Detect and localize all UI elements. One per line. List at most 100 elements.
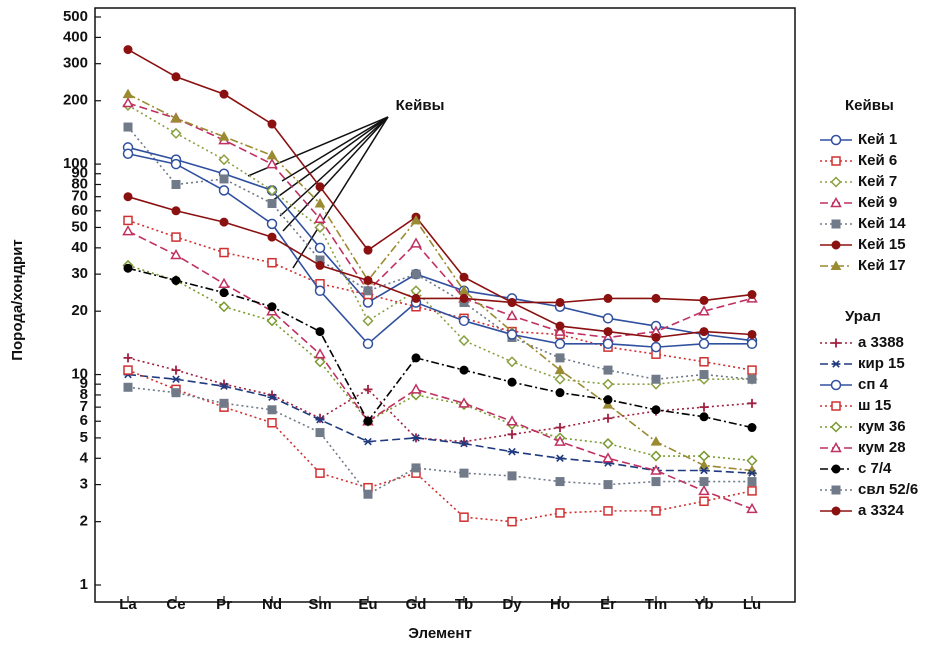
marker — [363, 384, 373, 394]
marker — [602, 378, 614, 390]
marker — [831, 401, 841, 411]
marker — [315, 468, 325, 478]
marker — [831, 338, 841, 348]
marker — [651, 293, 661, 303]
marker — [218, 131, 230, 141]
marker — [555, 321, 565, 331]
marker — [830, 196, 842, 208]
marker — [171, 375, 181, 384]
marker — [315, 327, 325, 337]
x-tick-label: Ce — [166, 596, 185, 613]
marker — [650, 436, 662, 446]
y-tick-label: 80 — [71, 175, 88, 192]
marker — [411, 353, 421, 363]
marker — [506, 329, 518, 340]
series — [123, 382, 757, 499]
legend-label: кум 28 — [858, 439, 906, 456]
marker — [410, 214, 422, 225]
x-tick-label: Ho — [550, 596, 570, 613]
legend-label: кир 15 — [858, 355, 905, 372]
legend-label: сп 4 — [858, 376, 889, 393]
marker — [363, 275, 373, 285]
y-tick-label: 90 — [71, 165, 88, 182]
marker — [699, 370, 709, 380]
marker — [267, 232, 277, 242]
marker — [602, 437, 614, 450]
series-line — [127, 386, 752, 496]
marker — [122, 225, 134, 236]
y-tick-label: 2 — [80, 513, 88, 530]
marker — [746, 502, 758, 514]
x-tick-label: Gd — [406, 596, 427, 613]
marker — [555, 477, 565, 487]
marker — [747, 365, 757, 375]
marker — [506, 356, 518, 368]
y-tick-label: 1 — [80, 576, 88, 593]
series-line — [127, 230, 753, 510]
y-tick-label: 4 — [80, 449, 89, 466]
marker — [507, 516, 517, 527]
marker — [831, 485, 841, 495]
marker — [602, 313, 614, 324]
marker — [555, 508, 565, 518]
y-tick-label: 50 — [71, 218, 88, 235]
marker — [314, 221, 326, 234]
y-tick-label: 200 — [63, 92, 88, 109]
series-line — [127, 195, 753, 339]
marker — [459, 365, 469, 375]
plot-frame — [94, 7, 796, 603]
marker — [831, 464, 841, 474]
y-tick-label: 3 — [80, 476, 88, 493]
x-tick-label: Dy — [502, 596, 522, 613]
legend-label: Кей 14 — [858, 215, 906, 232]
marker — [831, 219, 841, 229]
marker — [171, 232, 181, 242]
series-line — [127, 152, 752, 348]
marker — [747, 477, 757, 487]
legend-label: Кей 6 — [858, 152, 897, 169]
marker — [507, 471, 517, 481]
marker — [123, 382, 133, 392]
marker — [506, 309, 518, 321]
series-line — [127, 48, 753, 304]
y-tick-label: 9 — [80, 375, 88, 392]
legend-label: Кей 7 — [858, 173, 897, 190]
marker — [555, 454, 565, 463]
marker — [747, 469, 757, 477]
marker — [650, 450, 662, 462]
series — [122, 99, 758, 390]
marker — [171, 365, 181, 375]
legend-label: а 3324 — [858, 502, 905, 519]
y-tick-label: 60 — [71, 202, 88, 219]
marker — [314, 356, 326, 368]
marker — [747, 329, 757, 339]
y-tick-label: 500 — [63, 8, 88, 25]
marker — [603, 395, 613, 405]
x-tick-label: Lu — [743, 596, 761, 613]
marker — [314, 197, 326, 208]
legend-label: а 3388 — [858, 334, 904, 351]
marker — [123, 353, 133, 363]
marker — [362, 315, 374, 327]
marker — [698, 459, 710, 470]
marker — [266, 218, 278, 230]
x-tick-label: Er — [600, 596, 616, 613]
marker — [411, 434, 421, 442]
marker — [362, 297, 374, 308]
marker — [411, 269, 421, 279]
marker — [603, 327, 613, 337]
marker — [603, 365, 613, 375]
marker — [267, 393, 277, 402]
marker — [459, 272, 469, 282]
marker — [459, 512, 469, 522]
marker — [507, 297, 517, 307]
marker — [266, 184, 278, 196]
y-tick-label: 10 — [71, 366, 88, 383]
marker — [314, 212, 326, 223]
y-tick-label: 400 — [63, 28, 88, 45]
series-line — [127, 369, 753, 523]
series — [122, 259, 758, 467]
marker — [603, 293, 613, 303]
